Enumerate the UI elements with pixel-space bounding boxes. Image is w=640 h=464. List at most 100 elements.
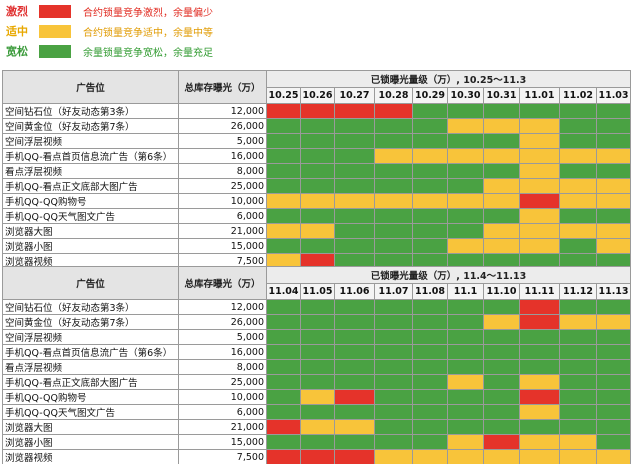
status-cell [300,449,335,464]
status-cell [596,344,631,360]
status-cell [374,208,413,224]
status-cell [596,163,631,179]
status-cell [483,238,520,254]
legend-description: 合约锁量竞争适中，余量中等 [83,27,213,39]
status-cell [447,374,484,390]
status-cell [374,238,413,254]
date-header: 11.04 [266,283,301,300]
inventory-value: 25,000 [178,178,267,194]
legend-swatch [39,44,71,58]
inventory-value: 6,000 [178,404,267,420]
status-cell [374,103,413,119]
status-cell [519,118,560,134]
status-cell [447,223,484,239]
status-cell [374,344,413,360]
date-header: 10.31 [483,87,520,104]
status-cell [412,434,448,450]
status-cell [447,389,484,405]
status-cell [519,419,560,435]
status-cell [300,223,335,239]
date-header: 11.07 [374,283,413,300]
date-header: 11.1 [447,283,484,300]
column-header-inventory: 总库存曝光（万） [178,266,267,300]
status-cell [447,404,484,420]
status-cell [300,208,335,224]
date-header: 11.08 [412,283,448,300]
legend-label: 适中 [6,25,28,38]
status-cell [559,148,597,164]
status-cell [412,193,448,209]
status-cell [519,404,560,420]
ad-slot-name: 手机QQ-QQ购物号 [2,193,179,209]
status-cell [334,359,375,375]
status-cell [334,193,375,209]
status-cell [412,449,448,464]
status-cell [334,449,375,464]
status-cell [596,133,631,149]
status-cell [596,238,631,254]
status-cell [300,404,335,420]
status-cell [483,133,520,149]
date-header: 11.06 [334,283,375,300]
inventory-value: 21,000 [178,223,267,239]
status-cell [300,238,335,254]
date-header: 11.05 [300,283,335,300]
inventory-value: 26,000 [178,314,267,330]
status-cell [334,404,375,420]
status-cell [483,103,520,119]
status-cell [334,374,375,390]
status-cell [412,133,448,149]
inventory-value: 10,000 [178,193,267,209]
status-cell [483,434,520,450]
status-cell [559,419,597,435]
status-cell [266,208,301,224]
status-cell [300,118,335,134]
status-cell [559,449,597,464]
status-cell [519,148,560,164]
legend-label: 激烈 [6,5,28,18]
status-cell [300,178,335,194]
status-cell [374,434,413,450]
status-cell [483,223,520,239]
status-cell [300,103,335,119]
status-cell [334,344,375,360]
status-cell [596,148,631,164]
status-cell [334,329,375,345]
date-header: 10.26 [300,87,335,104]
status-cell [374,389,413,405]
ad-slot-name: 看点浮层视频 [2,359,179,375]
status-cell [374,148,413,164]
table-row: 空间黄金位（好友动态第7条） 26,000 [2,118,631,134]
table-row: 浏览器小图 15,000 [2,434,631,450]
column-header-ad-slot: 广告位 [2,266,179,300]
inventory-value: 12,000 [178,299,267,315]
status-cell [300,299,335,315]
status-cell [483,208,520,224]
legend-swatch [39,24,71,38]
status-cell [266,163,301,179]
status-cell [559,374,597,390]
table-row: 手机QQ-看点首页信息流广告（第6条） 16,000 [2,148,631,164]
status-cell [412,148,448,164]
date-header: 11.11 [519,283,560,300]
status-cell [412,178,448,194]
status-cell [519,449,560,464]
table-row: 看点浮层视频 8,000 [2,163,631,179]
status-cell [412,163,448,179]
status-cell [412,404,448,420]
status-cell [596,374,631,390]
status-cell [412,223,448,239]
status-cell [266,314,301,330]
status-cell [483,359,520,375]
status-cell [412,419,448,435]
status-cell [596,103,631,119]
status-cell [596,404,631,420]
inventory-value: 16,000 [178,148,267,164]
legend-description: 合约锁量竞争激烈，余量偏少 [83,7,213,19]
status-cell [266,434,301,450]
status-cell [447,449,484,464]
legend-swatch [39,4,71,18]
ad-slot-name: 空间浮层视频 [2,133,179,149]
status-cell [596,389,631,405]
status-cell [334,178,375,194]
